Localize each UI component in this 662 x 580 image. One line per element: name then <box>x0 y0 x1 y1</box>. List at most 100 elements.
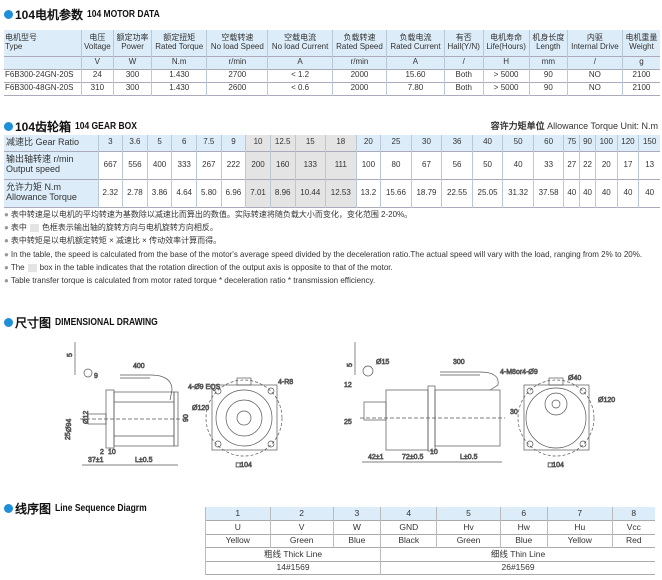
svg-text:5: 5 <box>347 363 354 367</box>
table-cell <box>4 56 82 69</box>
table-cell: 减速比 Gear Ratio <box>4 135 98 151</box>
table-cell: 2000 <box>331 82 387 95</box>
table-cell: 90 <box>579 135 596 151</box>
table-cell: 5.80 <box>196 179 222 207</box>
table-cell: 2700 <box>206 69 268 82</box>
table-cell: Yellow <box>205 534 271 548</box>
table-cell: r/min <box>206 56 268 69</box>
svg-text:Ø12: Ø12 <box>83 411 90 424</box>
svg-text:25: 25 <box>65 432 72 440</box>
svg-text:4-M8or4-Ø9: 4-M8or4-Ø9 <box>500 369 538 376</box>
table-cell: 27 <box>563 151 580 179</box>
table-cell: 电机型号 Type <box>4 30 82 56</box>
table-cell: 31.32 <box>502 179 534 207</box>
table-row: F6B300-24GN-20S 24 300 1.430 2700 < 1.2 2000 15… <box>4 69 660 82</box>
table-cell: 2000 <box>331 69 387 82</box>
table-cell: 3 <box>97 135 123 151</box>
table-cell: A <box>386 56 445 69</box>
motor-data-title: 104电机参数 104 MOTOR DATA <box>4 6 173 23</box>
svg-text:42±1: 42±1 <box>368 454 384 461</box>
table-cell: 8 <box>611 507 655 521</box>
svg-text:12: 12 <box>344 382 352 389</box>
table-cell: W <box>112 56 152 69</box>
table-cell: Hu <box>546 520 613 534</box>
table-row: Yellow Green Blue Black Green Blue Yellow Red <box>205 534 655 548</box>
table-cell: 输出轴转速 r/min Output speed <box>4 151 98 179</box>
table-cell: 额定扭矩 Rated Torque <box>151 30 207 56</box>
table-cell: 2100 <box>621 82 660 95</box>
table-cell: Blue <box>499 534 548 548</box>
table-cell: 内驱 Internal Drive <box>566 30 623 56</box>
table-cell: 36 <box>441 135 473 151</box>
drawing-title: 尺寸图 DIMENSIONAL DRAWING <box>4 314 176 331</box>
table-cell: 20 <box>355 135 381 151</box>
table-cell: / <box>443 56 483 69</box>
gearbox-table: 减速比 Gear Ratio 3 3.6 5 6 7.5 9 10 12.5 15 18 20 25 30… <box>4 135 660 208</box>
table-cell: U <box>205 520 271 534</box>
table-cell: 50 <box>502 135 534 151</box>
table-cell: 细线 Thin Line <box>380 547 655 561</box>
table-cell: 111 <box>325 151 357 179</box>
table-cell: 2.32 <box>97 179 123 207</box>
table-cell: 100 <box>355 151 381 179</box>
table-cell: 90 <box>528 82 568 95</box>
table-cell: 160 <box>269 151 295 179</box>
table-cell: 100 <box>594 135 618 151</box>
svg-text:72±0.5: 72±0.5 <box>402 454 423 461</box>
table-cell: 400 <box>146 151 172 179</box>
note: Table transfer torque is calculated from… <box>4 274 642 287</box>
table-cell: Both <box>443 82 483 95</box>
table-cell: 4 <box>380 507 437 521</box>
table-cell: 200 <box>245 151 271 179</box>
table-cell: / <box>566 56 623 69</box>
table-cell: 40 <box>616 179 639 207</box>
table-cell: 67 <box>410 151 442 179</box>
svg-text:Ø120: Ø120 <box>192 405 209 412</box>
table-cell: F6B300-24GN-20S <box>5 70 74 80</box>
table-cell: 40 <box>563 179 580 207</box>
svg-text:Ø94: Ø94 <box>66 419 73 432</box>
svg-text:L±0.5: L±0.5 <box>135 457 153 464</box>
table-cell: NO <box>566 69 623 82</box>
table-row: U V W GND Hv Hw Hu Vcc <box>205 520 655 534</box>
table-cell: Hv <box>436 520 501 534</box>
table-cell: 3.6 <box>122 135 148 151</box>
table-cell: 13 <box>638 151 660 179</box>
table-cell: 120 <box>616 135 639 151</box>
svg-text:90: 90 <box>183 414 190 422</box>
table-cell: 2600 <box>206 82 268 95</box>
table-cell: 额定功率 Power <box>112 30 152 56</box>
table-cell: 300 <box>112 69 152 82</box>
table-cell: Both <box>443 69 483 82</box>
table-row: 14#1569 26#1569 <box>204 561 655 575</box>
table-cell: 负载转速 Rated Speed <box>331 30 387 56</box>
table-cell: 2 <box>269 507 334 521</box>
table-cell: 15.66 <box>380 179 412 207</box>
table-cell: 1.430 <box>151 69 207 82</box>
table-cell: 75 <box>563 135 580 151</box>
table-cell: 5 <box>436 507 501 521</box>
table-cell: 粗线 Thick Line <box>204 547 381 561</box>
table-cell: 6 <box>499 507 548 521</box>
table-cell: 18 <box>325 135 357 151</box>
table-row: 输出轴转速 r/min Output speed 667 556 400 333 267 22… <box>4 151 660 179</box>
torque-unit: 容许力矩单位 Allowance Torque Unit: N.m <box>490 121 658 131</box>
table-cell: 80 <box>380 151 412 179</box>
table-cell: 60 <box>532 135 564 151</box>
table-cell: 25.05 <box>471 179 503 207</box>
table-cell: 22 <box>579 151 596 179</box>
table-row: 减速比 Gear Ratio 3 3.6 5 6 7.5 9 10 12.5 15 18 20 25 30… <box>4 135 660 151</box>
table-cell: 10 <box>245 135 271 151</box>
table-row: 粗线 Thick Line 细线 Thin Line <box>204 547 655 561</box>
bullet-icon <box>4 10 13 19</box>
table-cell: NO <box>566 82 623 95</box>
table-cell: W <box>332 520 381 534</box>
table-row: 允许力矩 N.m Allowance Torque 2.32 2.78 3.86 4.64… <box>4 179 660 207</box>
table-cell: H <box>482 56 530 69</box>
table-cell: 13.2 <box>355 179 381 207</box>
motor-data-table: 电机型号 Type 电压 Voltage 额定功率 Power 额定扭矩 Rated Torq… <box>4 30 660 96</box>
svg-text:37±1: 37±1 <box>88 457 104 464</box>
table-cell: 10.44 <box>294 179 326 207</box>
